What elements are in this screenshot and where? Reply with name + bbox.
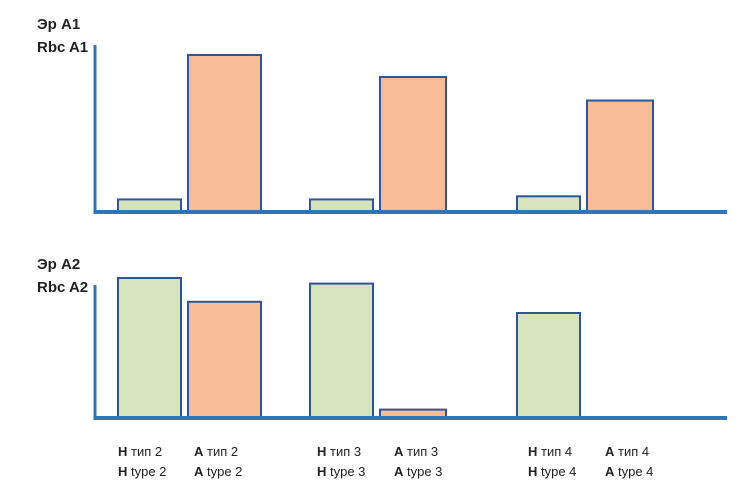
chart1-ylabel-line1: Эр A1 (37, 16, 81, 33)
category-label-text: type 2 (127, 464, 167, 479)
category-label-1-3: Н тип 3 (317, 442, 361, 462)
category-label-2-5: H type 4 (528, 462, 576, 482)
category-label-prefix: Н (317, 444, 327, 459)
category-label-prefix: H (528, 464, 538, 479)
category-label-text: тип 3 (403, 444, 439, 459)
category-label-text: type 4 (537, 464, 577, 479)
category-label-prefix: А (605, 444, 615, 459)
chart2-bar-n-1 (117, 277, 182, 419)
category-label-1-1: Н тип 2 (118, 442, 162, 462)
chart2-bar-n-3 (516, 312, 581, 419)
category-label-1-2: А тип 2 (194, 442, 238, 462)
category-label-text: тип 4 (537, 444, 573, 459)
chart2-ylabel-line1: Эр A2 (37, 256, 81, 273)
category-label-prefix: Н (118, 444, 128, 459)
chart1-bar-a-1 (187, 54, 262, 213)
category-label-1-6: А тип 4 (605, 442, 649, 462)
category-label-1-5: Н тип 4 (528, 442, 572, 462)
chart2-ylabel-line2: Rbc A2 (37, 279, 89, 296)
chart2-bar-n-2 (309, 282, 374, 419)
category-label-prefix: H (118, 464, 128, 479)
category-label-text: тип 3 (326, 444, 362, 459)
category-label-text: type 4 (614, 464, 654, 479)
category-label-1-4: А тип 3 (394, 442, 438, 462)
category-label-text: тип 4 (614, 444, 650, 459)
category-label-2-1: H type 2 (118, 462, 166, 482)
category-label-prefix: H (317, 464, 327, 479)
category-label-prefix: A (394, 464, 404, 479)
category-label-prefix: Н (528, 444, 538, 459)
chart1-bar-n-3 (516, 195, 581, 214)
category-label-2-6: A type 4 (605, 462, 653, 482)
category-label-2-3: H type 3 (317, 462, 365, 482)
category-label-text: type 3 (403, 464, 443, 479)
category-label-text: type 2 (203, 464, 243, 479)
category-label-prefix: А (194, 444, 204, 459)
category-label-text: тип 2 (203, 444, 239, 459)
category-label-text: тип 2 (127, 444, 163, 459)
chart2-bar-a-1 (187, 300, 262, 419)
chart1-bar-a-3 (586, 99, 654, 213)
category-label-prefix: А (394, 444, 404, 459)
chart1-ylabel-line2: Rbc A1 (37, 39, 89, 56)
category-label-prefix: A (605, 464, 615, 479)
category-label-2-4: A type 3 (394, 462, 442, 482)
category-label-text: type 3 (326, 464, 366, 479)
category-label-2-2: A type 2 (194, 462, 242, 482)
chart1-bar-a-2 (379, 75, 447, 214)
category-label-prefix: A (194, 464, 204, 479)
